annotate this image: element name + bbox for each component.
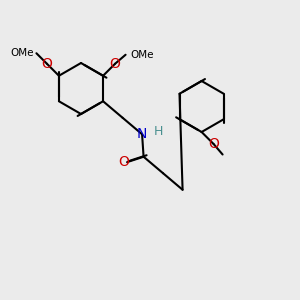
- Text: H: H: [154, 125, 163, 138]
- Text: O: O: [208, 137, 219, 151]
- Text: OMe: OMe: [10, 48, 33, 58]
- Text: OMe: OMe: [130, 50, 154, 60]
- Text: O: O: [41, 57, 52, 71]
- Text: O: O: [110, 57, 121, 71]
- Text: O: O: [118, 155, 129, 169]
- Text: N: N: [137, 127, 147, 141]
